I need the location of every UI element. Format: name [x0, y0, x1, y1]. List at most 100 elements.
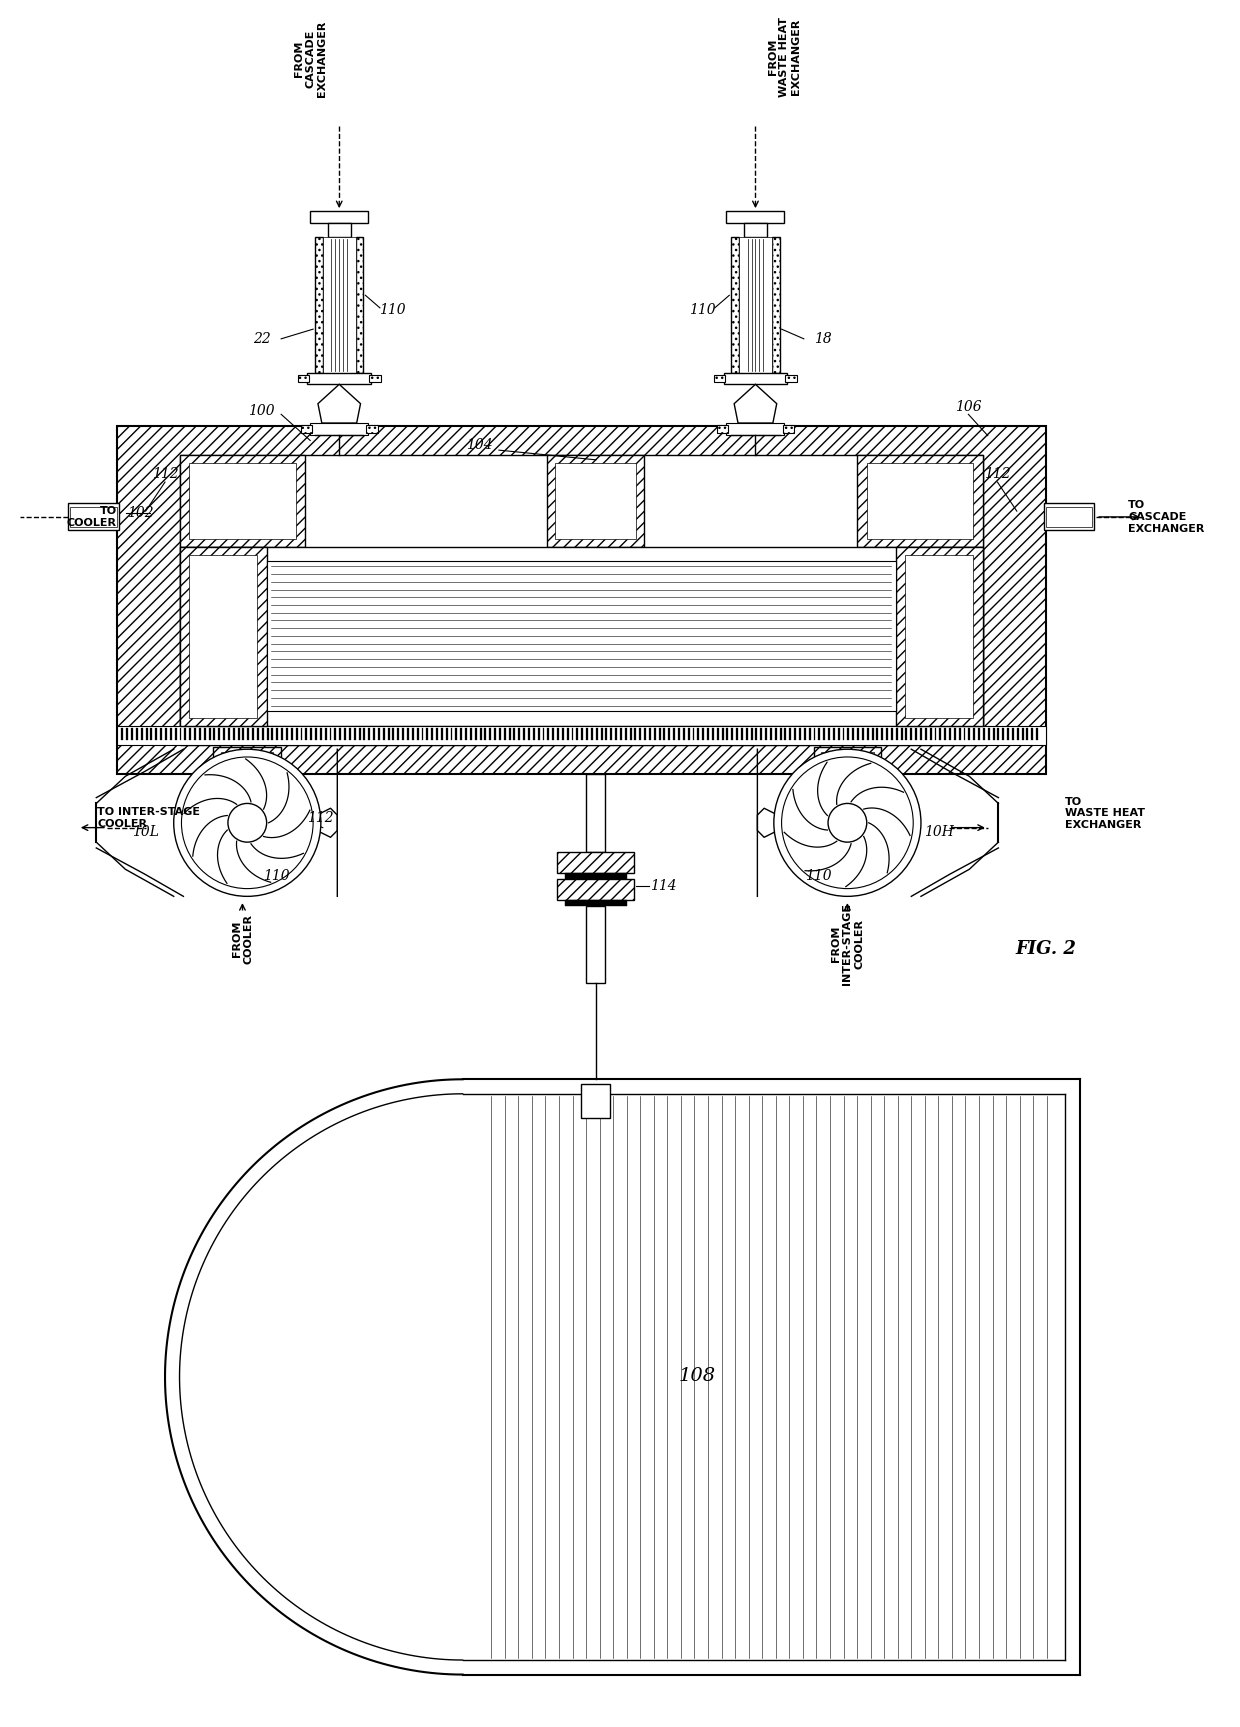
Bar [910, 727, 913, 739]
Bar [867, 463, 973, 539]
Bar [155, 727, 157, 739]
Bar [968, 727, 971, 739]
Text: FROM
COOLER: FROM COOLER [232, 914, 253, 964]
Bar [310, 211, 368, 223]
Bar [198, 727, 201, 739]
Bar [1044, 503, 1094, 530]
Bar [190, 727, 191, 739]
Bar [587, 907, 605, 983]
Polygon shape [317, 385, 361, 423]
Bar [356, 237, 363, 373]
Bar [785, 375, 797, 382]
Bar [327, 223, 351, 237]
Text: TO
COOLER: TO COOLER [67, 506, 117, 528]
Bar [427, 727, 428, 739]
Bar [564, 900, 626, 907]
Bar [131, 727, 133, 739]
Bar [218, 727, 221, 739]
Bar [813, 748, 882, 777]
Text: 22: 22 [253, 332, 270, 345]
Bar [587, 727, 588, 739]
Text: 100: 100 [248, 404, 275, 418]
Bar [450, 727, 453, 739]
Text: 112: 112 [151, 468, 179, 482]
Bar [68, 503, 119, 530]
Bar [821, 753, 873, 772]
Bar [895, 727, 898, 739]
Bar [228, 727, 229, 739]
Bar [745, 727, 748, 739]
Bar [543, 727, 544, 739]
Bar [567, 727, 569, 739]
Bar [818, 727, 821, 739]
Bar [180, 547, 983, 725]
Bar [925, 727, 926, 739]
Bar [653, 727, 656, 739]
Bar [1007, 727, 1009, 739]
Text: 104: 104 [466, 439, 494, 452]
Bar [732, 727, 733, 739]
Bar [838, 727, 839, 739]
Bar [940, 727, 941, 739]
Bar [882, 727, 883, 739]
Bar [490, 727, 491, 739]
Bar [983, 727, 985, 739]
Text: 110: 110 [689, 302, 715, 316]
Bar [348, 727, 351, 739]
Bar [833, 777, 862, 815]
Bar [485, 727, 486, 739]
Bar [320, 727, 322, 739]
Bar [368, 727, 371, 739]
Bar [547, 727, 549, 739]
Bar [475, 727, 476, 739]
Bar [193, 727, 196, 739]
Bar [1027, 727, 1028, 739]
Bar [959, 727, 961, 739]
Bar [857, 454, 983, 547]
Bar [582, 727, 583, 739]
Bar [782, 425, 794, 433]
Bar [498, 727, 501, 739]
Circle shape [174, 750, 321, 896]
Bar [494, 727, 496, 739]
Text: 110: 110 [379, 302, 405, 316]
Bar [213, 727, 216, 739]
Bar [635, 727, 636, 739]
Bar [343, 727, 346, 739]
Bar [557, 851, 635, 874]
Bar [136, 727, 138, 739]
Bar [378, 727, 379, 739]
Bar [340, 727, 341, 739]
Bar [828, 727, 830, 739]
Bar [630, 727, 631, 739]
Bar [997, 727, 999, 739]
Bar [930, 727, 931, 739]
Bar [562, 727, 564, 739]
Bar [697, 727, 699, 739]
Bar [949, 727, 951, 739]
Bar [707, 727, 709, 739]
Bar [842, 727, 844, 739]
Bar [305, 727, 308, 739]
Bar [833, 727, 835, 739]
Bar [180, 454, 983, 746]
Bar [727, 727, 728, 739]
Bar [126, 727, 128, 739]
Bar [963, 727, 966, 739]
Bar [557, 727, 559, 739]
Bar [920, 727, 921, 739]
Bar [503, 727, 506, 739]
Bar [780, 727, 781, 739]
Bar [247, 727, 249, 739]
Bar [905, 727, 908, 739]
Bar [412, 727, 414, 739]
Bar [383, 727, 384, 739]
Bar [310, 727, 312, 739]
Bar [300, 425, 312, 433]
Bar [742, 727, 743, 739]
Text: 110: 110 [805, 869, 832, 882]
Bar [712, 727, 714, 739]
Bar [572, 727, 573, 739]
Text: 106: 106 [955, 399, 982, 413]
Bar [1012, 727, 1014, 739]
